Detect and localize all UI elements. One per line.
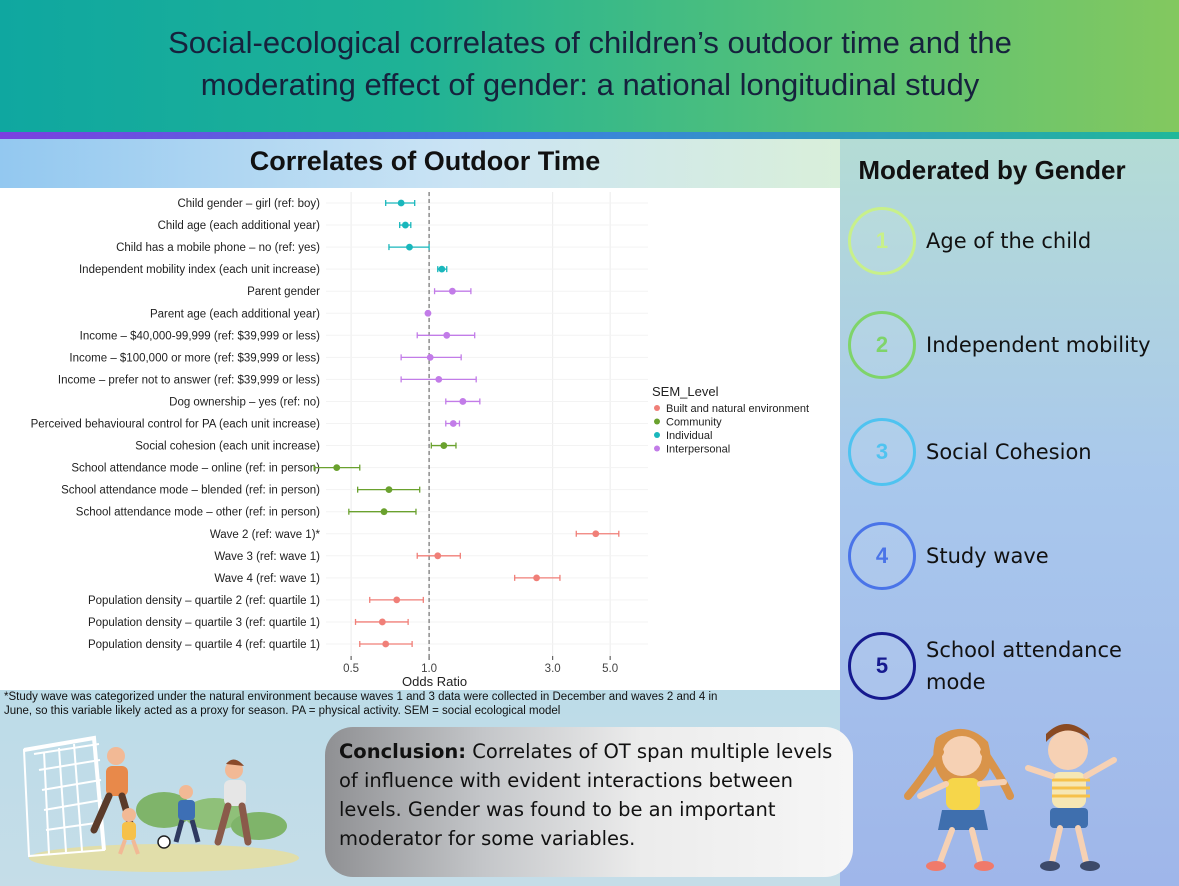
- row-label: Independent mobility index (each unit in…: [79, 264, 320, 276]
- x-tick-label: 0.5: [343, 663, 359, 675]
- odds-ratio-point: [380, 508, 388, 516]
- odds-ratio-point: [435, 376, 443, 383]
- odds-ratio-point: [378, 618, 386, 626]
- moderator-number-2: 2: [848, 311, 916, 379]
- header-divider: [0, 132, 1179, 139]
- footnote: *Study wave was categorized under the na…: [4, 690, 844, 718]
- row-label: Child has a mobile phone – no (ref: yes): [116, 242, 320, 254]
- legend-marker: [654, 432, 660, 438]
- children-illustration: [904, 724, 1117, 871]
- odds-ratio-point: [393, 596, 401, 604]
- row-label: Population density – quartile 3 (ref: qu…: [88, 617, 320, 629]
- row-label: School attendance mode – blended (ref: i…: [61, 485, 320, 497]
- chart-title-band: [0, 139, 840, 191]
- legend-label: Community: [666, 417, 722, 429]
- legend-label: Built and natural environment: [666, 403, 809, 415]
- row-label: Child age (each additional year): [158, 220, 321, 232]
- title-line-1: Social-ecological correlates of children…: [168, 25, 1012, 60]
- moderator-number-4: 4: [848, 522, 916, 590]
- moderator-item-4: 4 Study wave: [848, 522, 1179, 594]
- page-title: Social-ecological correlates of children…: [60, 22, 1120, 106]
- odds-ratio-point: [459, 398, 467, 405]
- moderators-title: Moderated by Gender: [858, 155, 1126, 185]
- row-label: Perceived behavioural control for PA (ea…: [31, 419, 321, 431]
- odds-ratio-point: [406, 243, 413, 251]
- row-label: Social cohesion (each unit increase): [135, 441, 320, 453]
- odds-ratio-point: [440, 442, 448, 449]
- row-label: Wave 3 (ref: wave 1): [214, 551, 320, 563]
- family-soccer-illustration: [22, 735, 299, 872]
- row-label: Population density – quartile 4 (ref: qu…: [88, 639, 320, 651]
- odds-ratio-point: [443, 331, 451, 339]
- moderator-label-3: Social Cohesion: [926, 440, 1092, 464]
- moderator-label-1: Age of the child: [926, 229, 1092, 253]
- x-tick-label: 5.0: [602, 663, 618, 675]
- legend-marker: [654, 418, 660, 425]
- x-axis-label: Odds Ratio: [402, 674, 467, 689]
- legend-label: Individual: [666, 430, 712, 442]
- odds-ratio-point: [401, 221, 409, 229]
- legend-marker: [654, 445, 660, 452]
- moderator-item-5: 5 School attendance mode: [848, 632, 1179, 704]
- moderator-label-5: School attendance mode: [926, 638, 1122, 694]
- odds-ratio-point: [397, 199, 405, 207]
- x-tick-label: 3.0: [545, 663, 561, 675]
- moderator-label-2: Independent mobility: [926, 333, 1151, 357]
- row-label: Wave 4 (ref: wave 1): [214, 573, 320, 585]
- moderator-number-5: 5: [848, 632, 916, 700]
- row-label: Population density – quartile 2 (ref: qu…: [88, 595, 320, 607]
- odds-ratio-point: [592, 530, 600, 538]
- row-label: Child gender – girl (ref: boy): [177, 198, 320, 210]
- moderator-item-2: 2 Independent mobility: [848, 311, 1179, 383]
- odds-ratio-point: [424, 309, 432, 317]
- moderator-label-4: Study wave: [926, 544, 1049, 568]
- row-label: Parent age (each additional year): [150, 308, 320, 320]
- header-band: Social-ecological correlates of children…: [0, 0, 1179, 132]
- conclusion-text: Correlates of OT span multiple levels of…: [339, 740, 833, 850]
- odds-ratio-point: [434, 552, 442, 560]
- legend-marker: [654, 405, 660, 411]
- row-label: Wave 2 (ref: wave 1)*: [210, 529, 321, 541]
- moderator-number-1: 1: [848, 207, 916, 275]
- odds-ratio-point: [426, 353, 434, 361]
- footnote-line-1: *Study wave was categorized under the na…: [4, 691, 718, 703]
- moderator-number-3: 3: [848, 418, 916, 486]
- odds-ratio-point: [333, 464, 341, 471]
- odds-ratio-point: [382, 640, 390, 648]
- footnote-line-2: June, so this variable likely acted as a…: [4, 705, 561, 717]
- forest-plot: Child gender – girl (ref: boy) Child age …: [31, 192, 809, 689]
- odds-ratio-point: [385, 486, 393, 494]
- chart-panel: [0, 188, 840, 690]
- row-label: School attendance mode – online (ref: in…: [71, 463, 320, 475]
- odds-ratio-point: [438, 265, 446, 273]
- row-label: Dog ownership – yes (ref: no): [169, 396, 320, 408]
- legend-label: Interpersonal: [666, 444, 730, 456]
- row-label: Parent gender: [247, 286, 320, 298]
- title-line-2: moderating effect of gender: a national …: [200, 67, 980, 102]
- moderator-item-1: 1 Age of the child: [848, 207, 1179, 279]
- row-label: Income – $100,000 or more (ref: $39,999 …: [69, 352, 320, 364]
- odds-ratio-point: [449, 420, 457, 427]
- x-tick-label: 1.0: [421, 663, 437, 675]
- odds-ratio-point: [533, 574, 540, 582]
- legend-title: SEM_Level: [652, 384, 719, 399]
- odds-ratio-point: [448, 287, 456, 295]
- row-label: Income – prefer not to answer (ref: $39,…: [58, 374, 320, 386]
- row-label: Income – $40,000-99,999 (ref: $39,999 or…: [80, 330, 321, 342]
- conclusion-box: Conclusion: Correlates of OT span multip…: [325, 727, 853, 877]
- chart-title: Correlates of Outdoor Time: [249, 146, 601, 176]
- moderator-item-3: 3 Social Cohesion: [848, 418, 1179, 490]
- row-label: School attendance mode – other (ref: in …: [76, 507, 320, 519]
- conclusion-heading: Conclusion:: [339, 740, 467, 763]
